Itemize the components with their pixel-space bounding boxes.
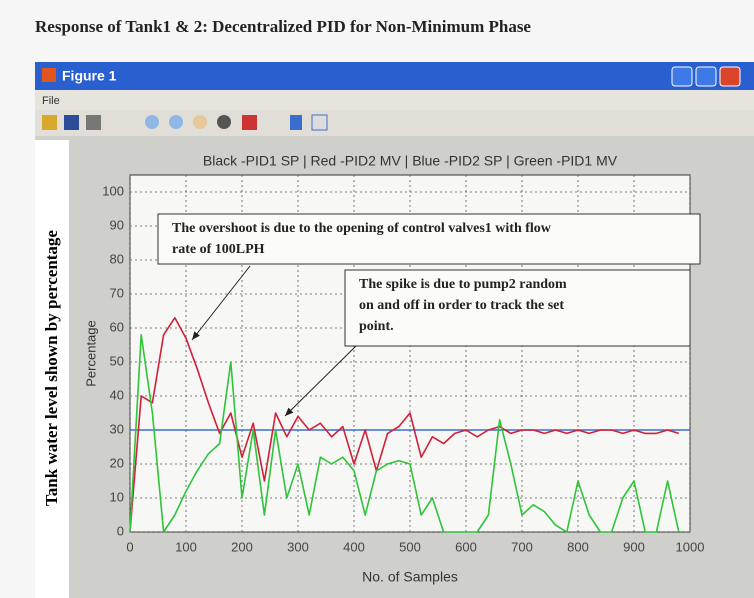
page-title: Response of Tank1 & 2: Decentralized PID… <box>35 17 531 36</box>
y-tick-label: 80 <box>110 251 124 266</box>
x-tick-label: 0 <box>126 539 133 554</box>
window-icon <box>42 68 56 82</box>
close-button[interactable] <box>720 67 740 86</box>
annotation-text: rate of 100LPH <box>172 242 265 257</box>
y-tick-label: 30 <box>110 421 124 436</box>
x-tick-label: 100 <box>175 539 197 554</box>
x-tick-label: 800 <box>567 539 589 554</box>
zoom-out-icon[interactable] <box>169 115 183 129</box>
print-icon[interactable] <box>86 115 101 130</box>
minimize-button[interactable] <box>672 67 692 86</box>
x-tick-label: 300 <box>287 539 309 554</box>
x-axis-label: No. of Samples <box>362 569 458 585</box>
y-tick-label: 60 <box>110 319 124 334</box>
menu-bar <box>35 90 754 110</box>
annotation-text: point. <box>359 319 394 334</box>
x-tick-label: 400 <box>343 539 365 554</box>
annotation-text: The spike is due to pump2 random <box>359 277 567 292</box>
y-tick-label: 0 <box>117 523 124 538</box>
y-tick-label: 100 <box>102 183 124 198</box>
save-icon[interactable] <box>64 115 79 130</box>
x-tick-label: 1000 <box>676 539 705 554</box>
y-tick-label: 10 <box>110 489 124 504</box>
x-tick-label: 600 <box>455 539 477 554</box>
y-tick-label: 50 <box>110 353 124 368</box>
zoom-in-icon[interactable] <box>145 115 159 129</box>
legend-icon[interactable] <box>312 115 327 130</box>
open-icon[interactable] <box>42 115 57 130</box>
side-label: Tank water level shown by percentage <box>42 230 61 506</box>
annotation-text: The overshoot is due to the opening of c… <box>172 221 552 236</box>
x-tick-label: 200 <box>231 539 253 554</box>
window-title: Figure 1 <box>62 68 117 84</box>
y-tick-label: 90 <box>110 217 124 232</box>
x-tick-label: 700 <box>511 539 533 554</box>
datacursor-icon[interactable] <box>242 115 257 130</box>
y-tick-label: 20 <box>110 455 124 470</box>
y-tick-label: 40 <box>110 387 124 402</box>
x-tick-label: 900 <box>623 539 645 554</box>
maximize-button[interactable] <box>696 67 716 86</box>
page: {"page_title": "Response of Tank1 & 2: D… <box>0 0 754 598</box>
y-tick-label: 70 <box>110 285 124 300</box>
menu-item[interactable]: File <box>42 95 60 107</box>
x-tick-label: 500 <box>399 539 421 554</box>
annotation-text: on and off in order to track the set <box>359 298 564 313</box>
toolbar <box>35 110 754 136</box>
chart: Black -PID1 SP | Red -PID2 MV | Blue -PI… <box>83 153 704 585</box>
title-bar <box>35 62 754 90</box>
colorbar-icon[interactable] <box>290 115 302 130</box>
pan-icon[interactable] <box>193 115 207 129</box>
rotate-icon[interactable] <box>217 115 231 129</box>
y-axis-label: Percentage <box>83 320 98 387</box>
screenshot: Response of Tank1 & 2: Decentralized PID… <box>0 0 754 598</box>
chart-title: Black -PID1 SP | Red -PID2 MV | Blue -PI… <box>203 153 618 169</box>
